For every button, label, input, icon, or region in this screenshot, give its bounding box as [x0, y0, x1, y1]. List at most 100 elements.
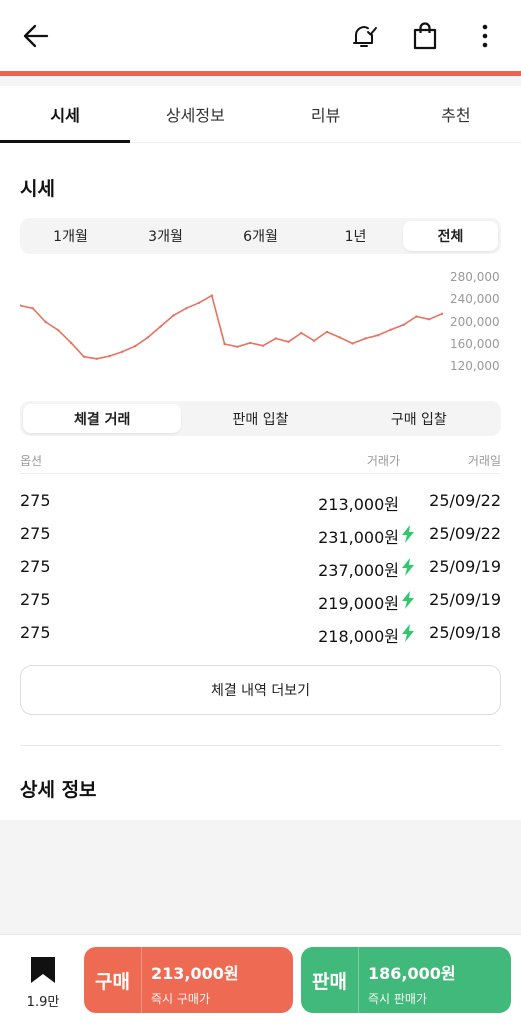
period-3-months[interactable]: 3개월 — [148, 229, 183, 245]
period-1-year[interactable]: 1년 — [344, 229, 367, 245]
price-point — [415, 315, 418, 318]
tab-detail-info[interactable]: 상세정보 — [165, 106, 225, 125]
price-point — [364, 337, 367, 340]
price-point — [440, 312, 444, 315]
y-tick-label: 280,000 — [450, 270, 500, 284]
vertical-dots-icon — [482, 24, 488, 48]
price-point — [82, 355, 86, 358]
table-row: 275 213,000원 25/09/22 — [20, 485, 501, 518]
price-point — [185, 307, 188, 310]
tab-recommend[interactable]: 추천 — [441, 106, 471, 125]
price-chart: 280,000 240,000 200,000 160,000 120,000 — [20, 266, 501, 376]
period-6-months[interactable]: 6개월 — [243, 229, 278, 245]
price-point — [95, 357, 98, 360]
buy-label: 구매 — [84, 947, 142, 1013]
tab-price[interactable]: 시세 — [0, 86, 131, 143]
price-section-title: 시세 — [20, 178, 55, 200]
more-menu-button[interactable] — [467, 18, 503, 54]
row-option: 275 — [20, 524, 51, 543]
price-point — [236, 345, 239, 348]
trade-table-header: 옵션 거래가 거래일 — [20, 450, 501, 474]
table-row: 275 218,000원 25/09/18 — [20, 617, 501, 650]
price-point — [57, 329, 60, 332]
trade-tab-buy-bid[interactable]: 구매 입찰 — [390, 411, 447, 428]
buy-price: 213,000원 — [151, 964, 239, 983]
price-point — [287, 340, 290, 343]
price-point — [389, 328, 392, 331]
bell-check-icon — [353, 26, 377, 47]
price-point — [133, 345, 137, 348]
arrow-left-icon — [23, 24, 49, 48]
price-point — [31, 307, 34, 310]
price-point — [172, 314, 175, 317]
price-point — [146, 336, 150, 339]
shop-bag-button[interactable] — [407, 18, 443, 54]
row-date: 25/09/22 — [429, 491, 501, 510]
trade-type-selector: 체결 거래 판매 입찰 구매 입찰 — [20, 401, 501, 436]
row-option: 275 — [20, 590, 51, 609]
y-tick-label: 200,000 — [450, 315, 500, 329]
period-selector: 1개월 3개월 6개월 1년 전체 — [20, 218, 501, 254]
bottom-action-bar: 1.9만 구매 213,000원 즉시 구매가 판매 186,000원 즉시 판… — [0, 934, 521, 1024]
back-button[interactable] — [18, 18, 54, 54]
section-divider — [20, 745, 501, 746]
price-point — [121, 350, 124, 353]
detail-section-title: 상세 정보 — [20, 779, 97, 801]
more-trades-button[interactable]: 체결 내역 더보기 — [20, 665, 501, 715]
price-point — [300, 331, 303, 335]
price-point — [108, 354, 111, 358]
lightning-bolt-icon — [402, 558, 414, 576]
price-point — [20, 304, 22, 307]
bookmark-icon — [31, 957, 55, 983]
price-point — [402, 323, 405, 326]
price-point — [197, 301, 201, 304]
row-price: 219,000원 — [318, 594, 399, 613]
row-date: 25/09/19 — [429, 590, 501, 609]
y-tick-label: 120,000 — [450, 359, 500, 373]
tab-review[interactable]: 리뷰 — [310, 106, 341, 125]
header-price: 거래가 — [366, 454, 400, 468]
sell-button[interactable]: 판매 186,000원 즉시 판매가 — [301, 947, 511, 1013]
row-option: 275 — [20, 491, 51, 510]
bookmark-count: 1.9만 — [26, 995, 60, 1010]
table-row: 275 237,000원 25/09/19 — [20, 551, 501, 584]
shopping-bag-icon — [413, 22, 437, 50]
price-point — [210, 294, 213, 297]
price-point — [159, 325, 162, 328]
row-date: 25/09/19 — [429, 557, 501, 576]
header-date: 거래일 — [467, 454, 501, 468]
buy-sub-label: 즉시 구매가 — [151, 992, 211, 1006]
sell-label: 판매 — [301, 947, 359, 1013]
row-price: 213,000원 — [318, 495, 399, 514]
price-point — [249, 341, 252, 345]
table-row: 275 231,000원 25/09/22 — [20, 518, 501, 551]
price-point — [261, 344, 265, 347]
gap-strip — [0, 76, 521, 86]
price-point — [325, 330, 329, 334]
lightning-bolt-icon — [402, 591, 414, 609]
trade-tab-concluded[interactable]: 체결 거래 — [23, 404, 182, 433]
sell-sub-label: 즉시 판매가 — [368, 992, 428, 1006]
period-all[interactable]: 전체 — [403, 221, 498, 251]
price-series-line — [20, 294, 443, 360]
period-1-month[interactable]: 1개월 — [53, 229, 88, 245]
price-point — [376, 334, 380, 337]
buy-button[interactable]: 구매 213,000원 즉시 구매가 — [84, 947, 293, 1013]
price-point — [351, 342, 354, 345]
trade-tab-sell-bid[interactable]: 판매 입찰 — [232, 411, 289, 428]
bookmark-button[interactable]: 1.9만 — [18, 955, 68, 1011]
price-chart-svg — [20, 294, 444, 360]
row-option: 275 — [20, 557, 51, 576]
alarm-button[interactable] — [346, 18, 382, 54]
price-point — [70, 341, 73, 345]
row-date: 25/09/18 — [429, 623, 501, 642]
y-tick-label: 240,000 — [450, 292, 500, 306]
table-row: 275 219,000원 25/09/19 — [20, 584, 501, 617]
row-option: 275 — [20, 623, 51, 642]
header-option: 옵션 — [20, 454, 43, 468]
price-point — [223, 342, 226, 346]
price-point — [338, 336, 341, 339]
top-app-bar — [0, 0, 521, 72]
sell-price: 186,000원 — [368, 964, 456, 983]
row-price: 231,000원 — [318, 528, 399, 547]
